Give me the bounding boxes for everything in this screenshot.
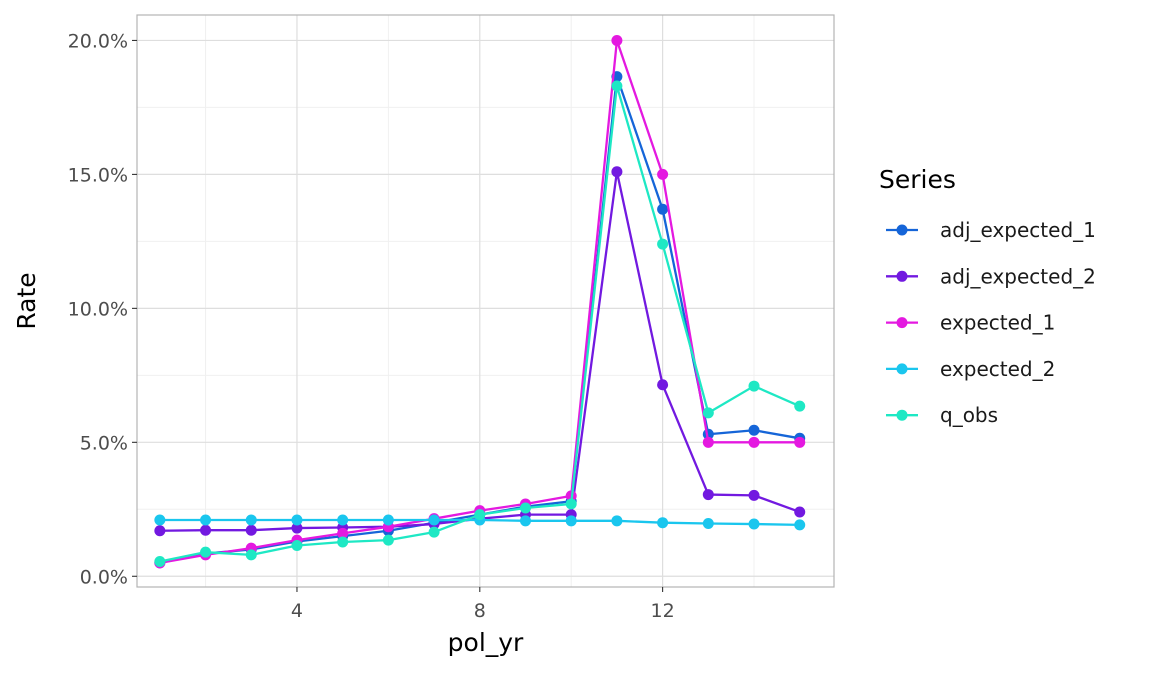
- legend-item-expected_1: expected_1: [886, 311, 1055, 335]
- legend-items: adj_expected_1 adj_expected_2 expected_1ex…: [886, 218, 1096, 427]
- data-point-expected_2: [565, 515, 577, 527]
- x-tick-label: 4: [291, 600, 303, 622]
- legend-item-q_obs: q_obs: [886, 403, 998, 427]
- legend-key-point: [896, 363, 908, 375]
- data-point-expected_2: [291, 514, 303, 526]
- data-point-expected_2: [382, 514, 394, 526]
- legend-item-adj_expected_2: adj_expected_2: [886, 264, 1096, 288]
- data-point-adj_expected_2: [611, 166, 623, 178]
- legend-key-point: [896, 224, 908, 236]
- series-layer: [154, 34, 806, 569]
- data-point-adj_expected_2: [154, 525, 166, 537]
- legend-title: Series: [879, 165, 956, 194]
- series-q_obs: [154, 80, 806, 568]
- data-point-expected_2: [657, 517, 669, 529]
- legend-key-point: [896, 409, 908, 421]
- y-tick-label: 20.0%: [68, 30, 128, 52]
- data-point-q_obs: [794, 400, 806, 412]
- data-point-expected_2: [245, 514, 257, 526]
- y-tick-label: 15.0%: [68, 164, 128, 186]
- legend-item-adj_expected_1: adj_expected_1: [886, 218, 1096, 242]
- grid-lines: [137, 15, 834, 587]
- y-tick-label: 10.0%: [68, 298, 128, 320]
- data-point-q_obs: [702, 407, 714, 419]
- data-point-q_obs: [245, 549, 257, 561]
- data-point-expected_2: [748, 518, 760, 530]
- y-tick-label: 5.0%: [80, 432, 128, 454]
- legend-label: q_obs: [940, 403, 998, 427]
- data-point-expected_1: [748, 436, 760, 448]
- legend-key-point: [896, 270, 908, 282]
- data-point-adj_expected_2: [702, 489, 714, 501]
- legend-item-expected_2: expected_2: [886, 357, 1055, 381]
- data-point-expected_2: [154, 514, 166, 526]
- legend-label: adj_expected_1: [940, 218, 1096, 242]
- data-point-adj_expected_2: [748, 489, 760, 501]
- legend-key-point: [896, 317, 908, 329]
- data-point-expected_2: [337, 514, 349, 526]
- data-point-expected_2: [611, 515, 623, 527]
- data-point-q_obs: [428, 526, 440, 538]
- data-point-expected_1: [611, 34, 623, 46]
- data-point-expected_2: [519, 515, 531, 527]
- data-point-expected_2: [200, 514, 212, 526]
- data-point-q_obs: [748, 380, 760, 392]
- data-point-expected_1: [794, 436, 806, 448]
- data-point-q_obs: [565, 498, 577, 510]
- y-tick-label: 0.0%: [80, 566, 128, 588]
- data-point-adj_expected_1: [657, 203, 669, 215]
- data-point-expected_2: [702, 518, 714, 530]
- data-point-expected_1: [702, 436, 714, 448]
- y-axis-title: Rate: [12, 272, 41, 329]
- data-point-q_obs: [474, 509, 486, 521]
- data-point-q_obs: [519, 502, 531, 514]
- data-point-adj_expected_2: [291, 522, 303, 534]
- x-axis-title: pol_yr: [448, 628, 524, 657]
- data-point-q_obs: [154, 556, 166, 568]
- legend: Series adj_expected_1 adj_expected_2expec…: [879, 165, 1096, 427]
- data-point-q_obs: [611, 80, 623, 92]
- data-point-expected_2: [428, 514, 440, 526]
- data-point-q_obs: [337, 536, 349, 548]
- data-point-adj_expected_2: [245, 524, 257, 536]
- data-point-adj_expected_2: [794, 506, 806, 518]
- legend-label: expected_1: [940, 311, 1055, 335]
- data-point-q_obs: [382, 534, 394, 546]
- data-point-q_obs: [200, 546, 212, 558]
- legend-label: expected_2: [940, 357, 1055, 381]
- x-tick-label: 12: [651, 600, 675, 622]
- data-point-adj_expected_2: [200, 524, 212, 536]
- data-point-adj_expected_1: [748, 424, 760, 436]
- plot-panel-border: [136, 14, 835, 588]
- x-tick-label: 8: [474, 600, 486, 622]
- data-point-expected_1: [337, 527, 349, 539]
- axis-ticks: 0.0% 5.0% 10.0% 15.0% 20.0% 4 8 12: [68, 30, 675, 622]
- legend-label: adj_expected_2: [940, 264, 1096, 288]
- data-point-q_obs: [291, 539, 303, 551]
- data-point-expected_1: [657, 168, 669, 180]
- data-point-q_obs: [657, 238, 669, 250]
- data-point-expected_2: [794, 519, 806, 531]
- data-point-adj_expected_2: [657, 379, 669, 391]
